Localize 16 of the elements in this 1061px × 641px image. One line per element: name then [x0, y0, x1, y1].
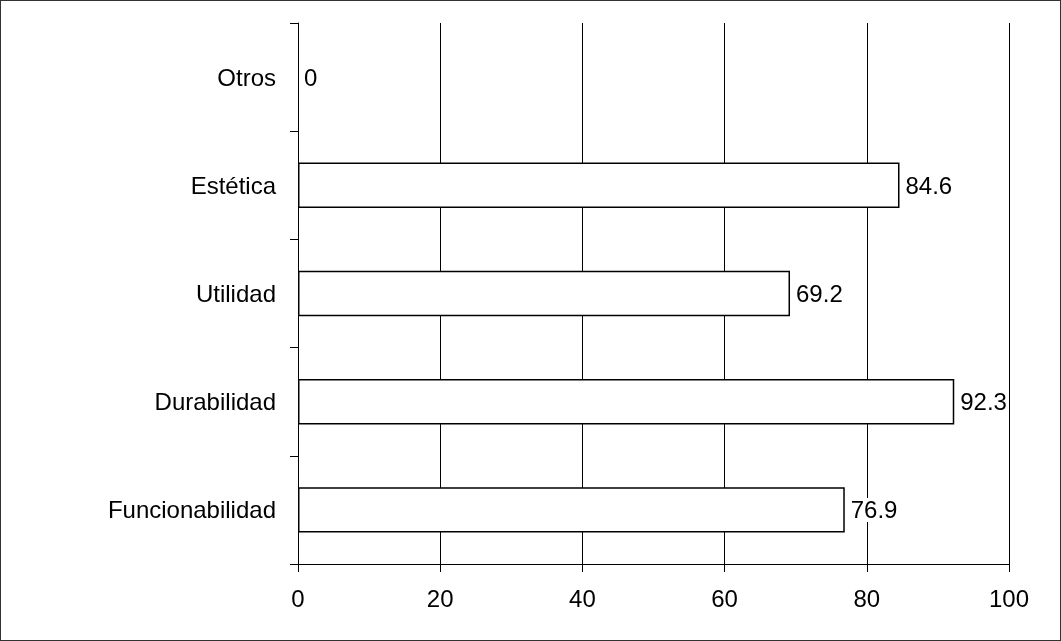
data-label: 84.6 — [905, 171, 953, 199]
x-tick-label: 0 — [291, 584, 305, 612]
data-label: 69.2 — [796, 280, 843, 307]
y-tick-label: Durabilidad — [154, 388, 276, 416]
data-label: 0 — [304, 63, 318, 91]
x-tick-label: 100 — [988, 584, 1030, 612]
x-tick-label: 80 — [853, 584, 881, 612]
y-tick-label: Funcionabilidad — [107, 496, 276, 524]
x-tick-label: 60 — [711, 584, 738, 612]
y-tick-label: Otros — [217, 63, 276, 91]
data-label: 76.9 — [850, 496, 898, 524]
data-label: 92.3 — [960, 388, 1007, 416]
y-tick-label: Utilidad — [195, 280, 276, 307]
x-tick-label: 20 — [426, 584, 454, 612]
x-tick-label: 40 — [569, 584, 596, 612]
y-tick-label: Estética — [190, 171, 277, 199]
